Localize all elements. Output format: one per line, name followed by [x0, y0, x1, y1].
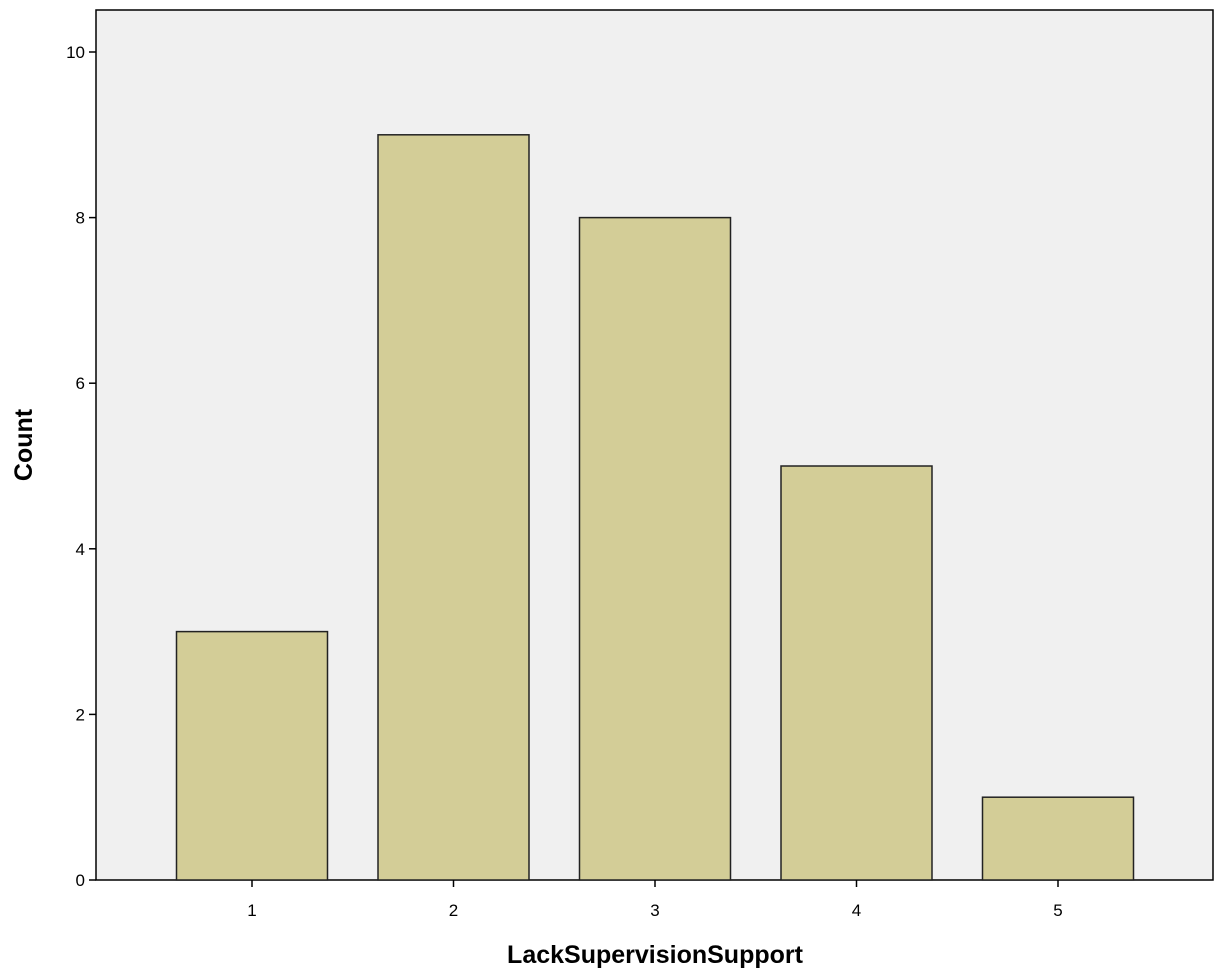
x-tick-label: 3	[650, 901, 659, 920]
y-axis: 0 2 4 6 8 10	[66, 43, 96, 890]
x-axis: 1 2 3 4 5	[247, 880, 1063, 920]
x-tick-label: 1	[247, 901, 256, 920]
bar-4	[780, 465, 933, 881]
bar-3	[578, 216, 732, 881]
y-tick-label: 6	[76, 374, 85, 393]
y-tick-label: 10	[66, 43, 85, 62]
bar-5	[981, 796, 1135, 881]
x-tick-label: 2	[449, 901, 458, 920]
x-tick-label: 5	[1053, 901, 1062, 920]
y-tick-label: 8	[76, 209, 85, 228]
y-tick-label: 4	[76, 540, 85, 559]
y-axis-title: Count	[10, 408, 38, 481]
x-axis-title: LackSupervisionSupport	[507, 941, 804, 969]
y-tick-label: 2	[76, 705, 85, 724]
x-tick-label: 4	[852, 901, 861, 920]
bar-1	[175, 630, 329, 881]
bar-2	[377, 134, 530, 881]
y-tick-label: 0	[76, 871, 85, 890]
bars	[175, 134, 1135, 881]
